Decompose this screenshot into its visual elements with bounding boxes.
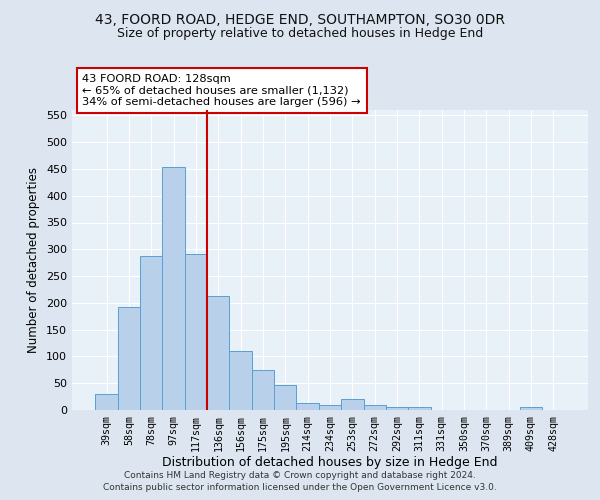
Text: Contains public sector information licensed under the Open Government Licence v3: Contains public sector information licen… — [103, 484, 497, 492]
Text: Contains HM Land Registry data © Crown copyright and database right 2024.: Contains HM Land Registry data © Crown c… — [124, 471, 476, 480]
Bar — [296, 403, 319, 410]
Text: 43, FOORD ROAD, HEDGE END, SOUTHAMPTON, SO30 0DR: 43, FOORD ROAD, HEDGE END, SOUTHAMPTON, … — [95, 12, 505, 26]
Bar — [408, 407, 431, 410]
Bar — [319, 404, 341, 410]
Bar — [229, 351, 252, 410]
Bar — [341, 399, 364, 410]
Text: Size of property relative to detached houses in Hedge End: Size of property relative to detached ho… — [117, 28, 483, 40]
X-axis label: Distribution of detached houses by size in Hedge End: Distribution of detached houses by size … — [162, 456, 498, 469]
Bar — [274, 385, 296, 410]
Bar — [140, 256, 163, 410]
Bar — [118, 307, 140, 410]
Bar — [252, 370, 274, 410]
Bar — [207, 296, 229, 410]
Bar — [185, 254, 207, 410]
Bar — [95, 394, 118, 410]
Text: 43 FOORD ROAD: 128sqm
← 65% of detached houses are smaller (1,132)
34% of semi-d: 43 FOORD ROAD: 128sqm ← 65% of detached … — [82, 74, 361, 107]
Bar — [364, 405, 386, 410]
Bar — [163, 168, 185, 410]
Bar — [520, 407, 542, 410]
Y-axis label: Number of detached properties: Number of detached properties — [28, 167, 40, 353]
Bar — [386, 407, 408, 410]
